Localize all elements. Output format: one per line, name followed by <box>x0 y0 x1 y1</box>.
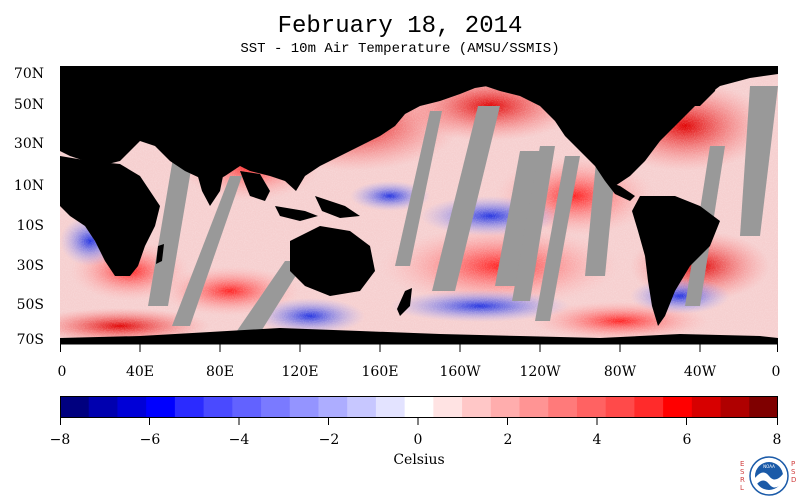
colorbar-swatch <box>663 396 693 418</box>
colorbar-swatch <box>634 396 664 418</box>
colorbar-ticks <box>60 418 778 425</box>
colorbar-units: Celsius <box>393 452 445 468</box>
colorbar-swatch <box>749 396 778 418</box>
colorbar-swatch <box>289 396 319 418</box>
longitude-axis <box>60 344 778 352</box>
longitude-label: 160W <box>439 364 481 380</box>
svg-text:R: R <box>740 476 745 484</box>
latitude-label: 10N <box>13 178 44 194</box>
colorbar-swatch <box>375 396 406 418</box>
colorbar-swatch <box>347 396 377 418</box>
latitude-label: 70S <box>16 332 44 348</box>
page-title: February 18, 2014 <box>277 13 523 40</box>
colorbar-swatch <box>261 396 291 418</box>
svg-text:S: S <box>791 468 796 476</box>
no-data-swaths <box>148 86 778 341</box>
colorbar-swatch <box>691 396 722 418</box>
colorbar-tick-label: −8 <box>49 432 71 448</box>
south-america-land <box>632 196 720 326</box>
colorbar-swatch <box>88 396 118 418</box>
longitude-label: 120W <box>519 364 561 380</box>
latitude-label: 30S <box>16 258 44 274</box>
colorbar-tick-label: −6 <box>139 432 161 448</box>
colorbar-swatch <box>490 396 521 418</box>
latitude-label: 30N <box>13 136 44 152</box>
africa-land <box>60 156 160 276</box>
colorbar-swatch <box>60 396 90 418</box>
colorbar-tick-label: 6 <box>682 432 692 448</box>
longitude-label: 0 <box>771 364 781 380</box>
colorbar-tick-label: −2 <box>318 432 340 448</box>
australia-land <box>290 226 375 296</box>
colorbar-swatch <box>232 396 262 418</box>
colorbar-swatch <box>462 396 492 418</box>
longitude-label: 0 <box>57 364 67 380</box>
colorbar-swatch <box>404 396 434 418</box>
longitude-label: 160E <box>361 364 399 380</box>
colorbar-swatch <box>605 396 635 418</box>
latitude-label: 50N <box>13 97 44 113</box>
colorbar-swatch <box>117 396 147 418</box>
antarctica-land <box>60 328 778 344</box>
india-land <box>195 166 225 206</box>
svg-text:E: E <box>740 460 744 468</box>
colorbar-tick-label: 4 <box>592 432 602 448</box>
colorbar-swatch <box>548 396 578 418</box>
colorbar-swatch <box>720 396 750 418</box>
colorbar-tick-label: 2 <box>503 432 513 448</box>
colorbar-swatch <box>174 396 205 418</box>
colorbar <box>60 396 778 418</box>
longitude-label: 120E <box>281 364 319 380</box>
colorbar-tick-label: 8 <box>772 432 782 448</box>
svg-text:NOAA: NOAA <box>763 464 775 469</box>
svg-text:L: L <box>740 484 744 492</box>
svg-text:P: P <box>791 460 795 468</box>
latitude-label: 10S <box>16 218 44 234</box>
colorbar-tick-label: −4 <box>228 432 250 448</box>
land-masses <box>60 66 778 344</box>
longitude-label: 80E <box>205 364 235 380</box>
svg-text:D: D <box>791 476 796 484</box>
colorbar-swatch <box>576 396 607 418</box>
longitude-label: 40E <box>125 364 155 380</box>
colorbar-border <box>60 396 778 418</box>
colorbar-swatch <box>146 396 176 418</box>
colorbar-swatch <box>433 396 463 418</box>
colorbar-swatch <box>203 396 233 418</box>
svg-text:S: S <box>740 468 745 476</box>
colorbar-tick-label: 0 <box>413 432 423 448</box>
latitude-label: 50S <box>16 297 44 313</box>
noaa-logo-icon: E S R L P S D NOAA <box>740 456 796 496</box>
sst-anomaly-map <box>60 66 778 344</box>
longitude-label: 40W <box>683 364 717 380</box>
longitude-label: 80W <box>603 364 637 380</box>
colorbar-swatch <box>318 396 348 418</box>
latitude-label: 70N <box>13 66 44 82</box>
colorbar-swatch <box>519 396 549 418</box>
page-subtitle: SST - 10m Air Temperature (AMSU/SSMIS) <box>240 41 560 57</box>
logo-text-e: E <box>740 460 744 468</box>
